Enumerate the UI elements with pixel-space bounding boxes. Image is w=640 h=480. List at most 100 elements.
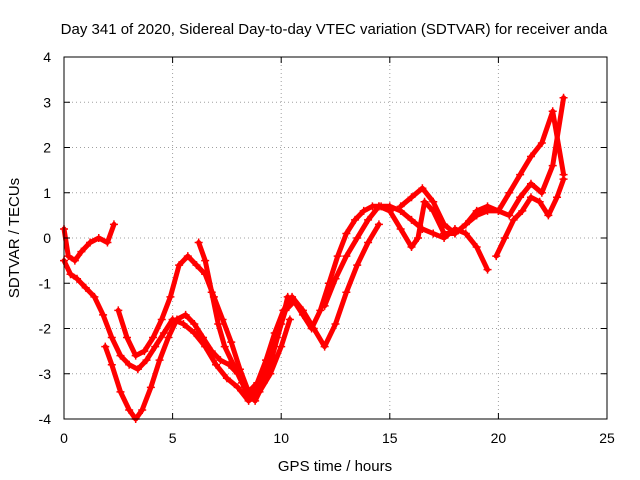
data-point xyxy=(125,360,134,369)
data-point xyxy=(125,405,134,414)
data-series-group xyxy=(60,93,568,423)
data-point xyxy=(138,405,147,414)
data-point xyxy=(420,197,429,206)
data-point xyxy=(548,107,557,116)
data-point xyxy=(535,197,544,206)
y-axis-label: SDTVAR / TECUs xyxy=(6,178,23,298)
data-point xyxy=(86,238,95,247)
data-point xyxy=(192,261,201,270)
data-point xyxy=(222,374,231,383)
data-point xyxy=(285,315,294,324)
data-point xyxy=(559,93,568,102)
data-point xyxy=(353,261,362,270)
data-point xyxy=(114,306,123,315)
data-point xyxy=(251,396,260,405)
data-point xyxy=(364,215,373,224)
data-point xyxy=(526,179,535,188)
data-point xyxy=(290,297,299,306)
data-point xyxy=(342,252,351,261)
data-point xyxy=(494,206,503,215)
data-point xyxy=(472,206,481,215)
data-point xyxy=(264,360,273,369)
data-point xyxy=(440,220,449,229)
data-point xyxy=(199,333,208,342)
data-point xyxy=(246,392,255,401)
data-point xyxy=(333,252,342,261)
data-point xyxy=(116,351,125,360)
y-tick-label: -3 xyxy=(39,366,52,382)
series-line xyxy=(398,108,567,236)
y-tick-label: -1 xyxy=(39,275,52,291)
data-point xyxy=(201,256,210,265)
data-point xyxy=(133,365,142,374)
data-point xyxy=(194,238,203,247)
data-point xyxy=(461,229,470,238)
data-point xyxy=(351,215,360,224)
series-arc-8 xyxy=(396,107,568,238)
data-point xyxy=(505,188,514,197)
data-point xyxy=(179,319,188,328)
data-point xyxy=(396,202,405,211)
x-axis-label: GPS time / hours xyxy=(278,458,392,475)
y-tick-label: 1 xyxy=(43,185,51,201)
x-tick-label: 15 xyxy=(382,430,398,446)
data-point xyxy=(505,211,514,220)
y-tick-label: 0 xyxy=(43,230,51,246)
series-arc-4 xyxy=(114,220,383,396)
data-point xyxy=(414,234,423,242)
data-point xyxy=(537,138,546,147)
data-point xyxy=(164,333,173,342)
data-point xyxy=(220,342,229,351)
data-point xyxy=(374,220,383,229)
data-point xyxy=(175,261,184,270)
data-point xyxy=(516,193,525,202)
y-tick-label: 2 xyxy=(43,140,51,156)
series-arc-9 xyxy=(492,175,568,261)
data-point xyxy=(483,265,492,274)
data-point xyxy=(229,360,238,369)
data-point xyxy=(396,224,405,233)
data-point xyxy=(103,238,112,247)
x-tick-label: 5 xyxy=(169,430,177,446)
data-point xyxy=(151,342,160,351)
data-point xyxy=(109,220,118,229)
data-point xyxy=(429,197,438,206)
y-tick-label: 3 xyxy=(43,94,51,110)
data-point xyxy=(107,360,116,369)
grid xyxy=(64,57,607,419)
data-point xyxy=(99,310,108,319)
data-point xyxy=(374,202,383,211)
data-point xyxy=(548,161,557,170)
data-point xyxy=(407,193,416,202)
data-point xyxy=(159,329,168,338)
data-point xyxy=(233,383,242,392)
data-point xyxy=(342,288,351,297)
data-point xyxy=(526,152,535,161)
data-point xyxy=(559,175,568,184)
data-point xyxy=(385,206,394,215)
data-point xyxy=(107,333,116,342)
data-point xyxy=(73,274,82,283)
data-point xyxy=(359,206,368,215)
data-point xyxy=(281,306,290,315)
series-arc-1 xyxy=(60,220,118,265)
y-tick-label: -4 xyxy=(39,411,52,427)
data-point xyxy=(272,333,281,342)
data-point xyxy=(407,243,416,252)
series-line xyxy=(196,203,393,399)
data-point xyxy=(500,234,509,242)
axis-ticks: 0 5 10 15 20 25 -4 -3 -2 -1 0 1 2 3 4 xyxy=(39,49,615,446)
data-point xyxy=(492,252,501,261)
data-point xyxy=(537,188,546,197)
data-point xyxy=(342,229,351,238)
data-point xyxy=(214,319,223,328)
data-point xyxy=(172,315,181,324)
y-tick-label: 4 xyxy=(43,49,51,65)
data-point xyxy=(101,342,110,351)
data-point xyxy=(146,383,155,392)
data-point xyxy=(407,215,416,224)
data-point xyxy=(183,252,192,261)
data-point xyxy=(429,229,438,238)
data-point xyxy=(218,315,227,324)
